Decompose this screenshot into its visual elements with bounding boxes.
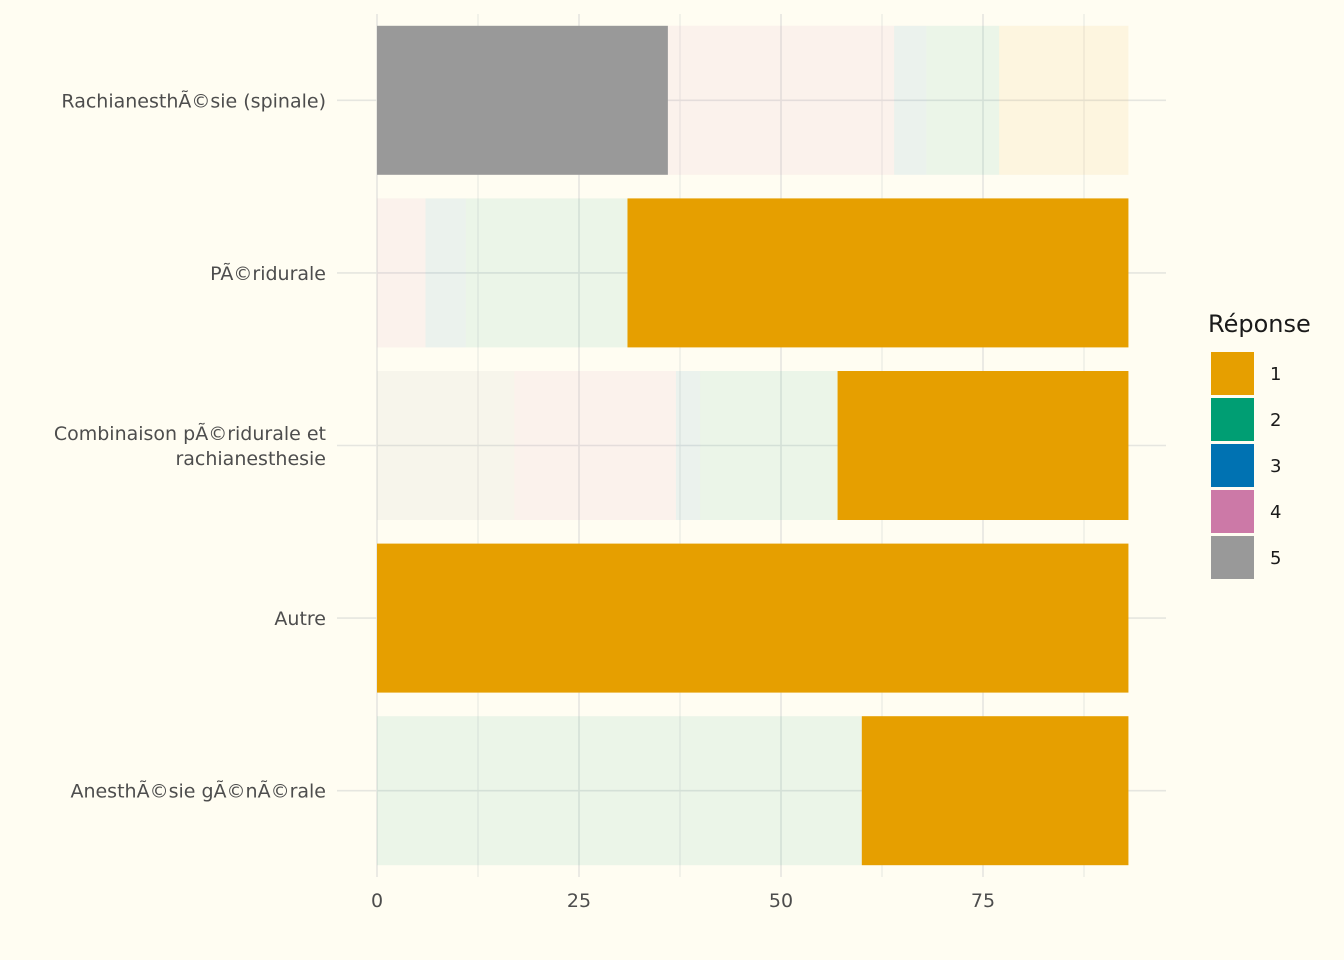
- bar-segment-3-response-1: [377, 543, 1129, 693]
- y-axis-labels: RachianesthÃ©sie (spinale) PÃ©ridurale Com…: [54, 89, 326, 802]
- legend-key-1: [1211, 352, 1254, 395]
- legend-key-5: [1211, 536, 1254, 579]
- x-tick-label-2: 50: [769, 890, 793, 912]
- legend-key-4: [1211, 490, 1254, 533]
- x-tick-label-0: 0: [371, 890, 383, 912]
- bars: [377, 25, 1129, 866]
- legend-label-1: 1: [1270, 364, 1281, 385]
- bar-segment-1-response-4: [377, 198, 426, 348]
- legend-label-3: 3: [1270, 456, 1281, 477]
- bar-segment-2-response-2: [700, 371, 838, 520]
- bar-segment-2-response-4: [514, 371, 676, 520]
- bar-segment-0-response-3: [894, 25, 927, 175]
- bar-segment-2-response-3: [675, 371, 701, 520]
- y-tick-label-4: AnesthÃ©sie gÃ©nÃ©rale: [70, 780, 326, 803]
- legend-title: Réponse: [1208, 310, 1311, 338]
- legend-label-4: 4: [1270, 502, 1281, 523]
- bar-segment-0-response-4: [667, 25, 895, 175]
- bar-segment-0-response-2: [926, 25, 1000, 175]
- y-tick-label-1: PÃ©ridurale: [210, 262, 326, 285]
- bar-segment-0-response-1: [999, 25, 1129, 175]
- legend-key-3: [1211, 444, 1254, 487]
- y-tick-label-3: Autre: [274, 608, 326, 630]
- legend-label-5: 5: [1270, 548, 1281, 569]
- x-tick-label-1: 25: [567, 890, 591, 912]
- y-tick-label-2-line-0: Combinaison pÃ©ridurale et: [54, 422, 326, 445]
- x-axis-labels: 0 25 50 75: [371, 890, 995, 912]
- bar-segment-2-response-1: [837, 371, 1129, 520]
- bar-segment-2-response-5: [377, 371, 515, 520]
- bar-segment-0-response-5: [377, 25, 668, 175]
- y-tick-label-0: RachianesthÃ©sie (spinale): [61, 89, 326, 112]
- bar-segment-1-response-2: [465, 198, 628, 348]
- bar-segment-1-response-3: [425, 198, 466, 348]
- bar-segment-1-response-1: [627, 198, 1129, 348]
- bar-segment-4-response-2: [377, 716, 862, 866]
- bar-segment-4-response-1: [861, 716, 1129, 866]
- legend: Réponse 1 2 3 4 5: [1208, 310, 1311, 579]
- legend-key-2: [1211, 398, 1254, 441]
- y-tick-label-2-line-1: rachianesthesie: [175, 448, 326, 470]
- legend-label-2: 2: [1270, 410, 1281, 431]
- x-tick-label-3: 75: [971, 890, 995, 912]
